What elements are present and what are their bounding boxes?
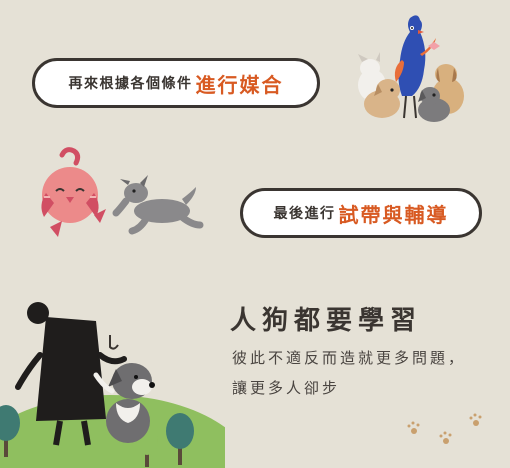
person-and-dog-illustration	[0, 302, 225, 468]
description-line: 彼此不適反而造就更多問題，	[232, 349, 467, 367]
paw-prints-decoration	[407, 413, 482, 444]
bird-and-dogs-illustration	[358, 15, 464, 122]
paw-print-icon	[439, 431, 452, 444]
section-description: 彼此不適反而造就更多問題， 讓更多人卻步	[232, 343, 466, 403]
step-pill-trial: 最後進行 試帶與輔導	[240, 188, 482, 238]
pink-bird-and-dog-illustration	[41, 147, 204, 237]
paw-print-icon	[469, 413, 482, 426]
step-pill-text: 再來根據各個條件	[68, 76, 193, 92]
section-title: 人狗都要學習	[230, 306, 423, 336]
step-pill-text: 最後進行	[273, 206, 336, 222]
step-pill-highlight: 進行媒合	[195, 72, 284, 97]
step-pill-highlight: 試帶與輔導	[338, 202, 449, 227]
paw-print-icon	[407, 421, 420, 434]
description-line: 讓更多人卻步	[232, 379, 341, 397]
step-pill-matching: 再來根據各個條件 進行媒合	[32, 58, 320, 108]
